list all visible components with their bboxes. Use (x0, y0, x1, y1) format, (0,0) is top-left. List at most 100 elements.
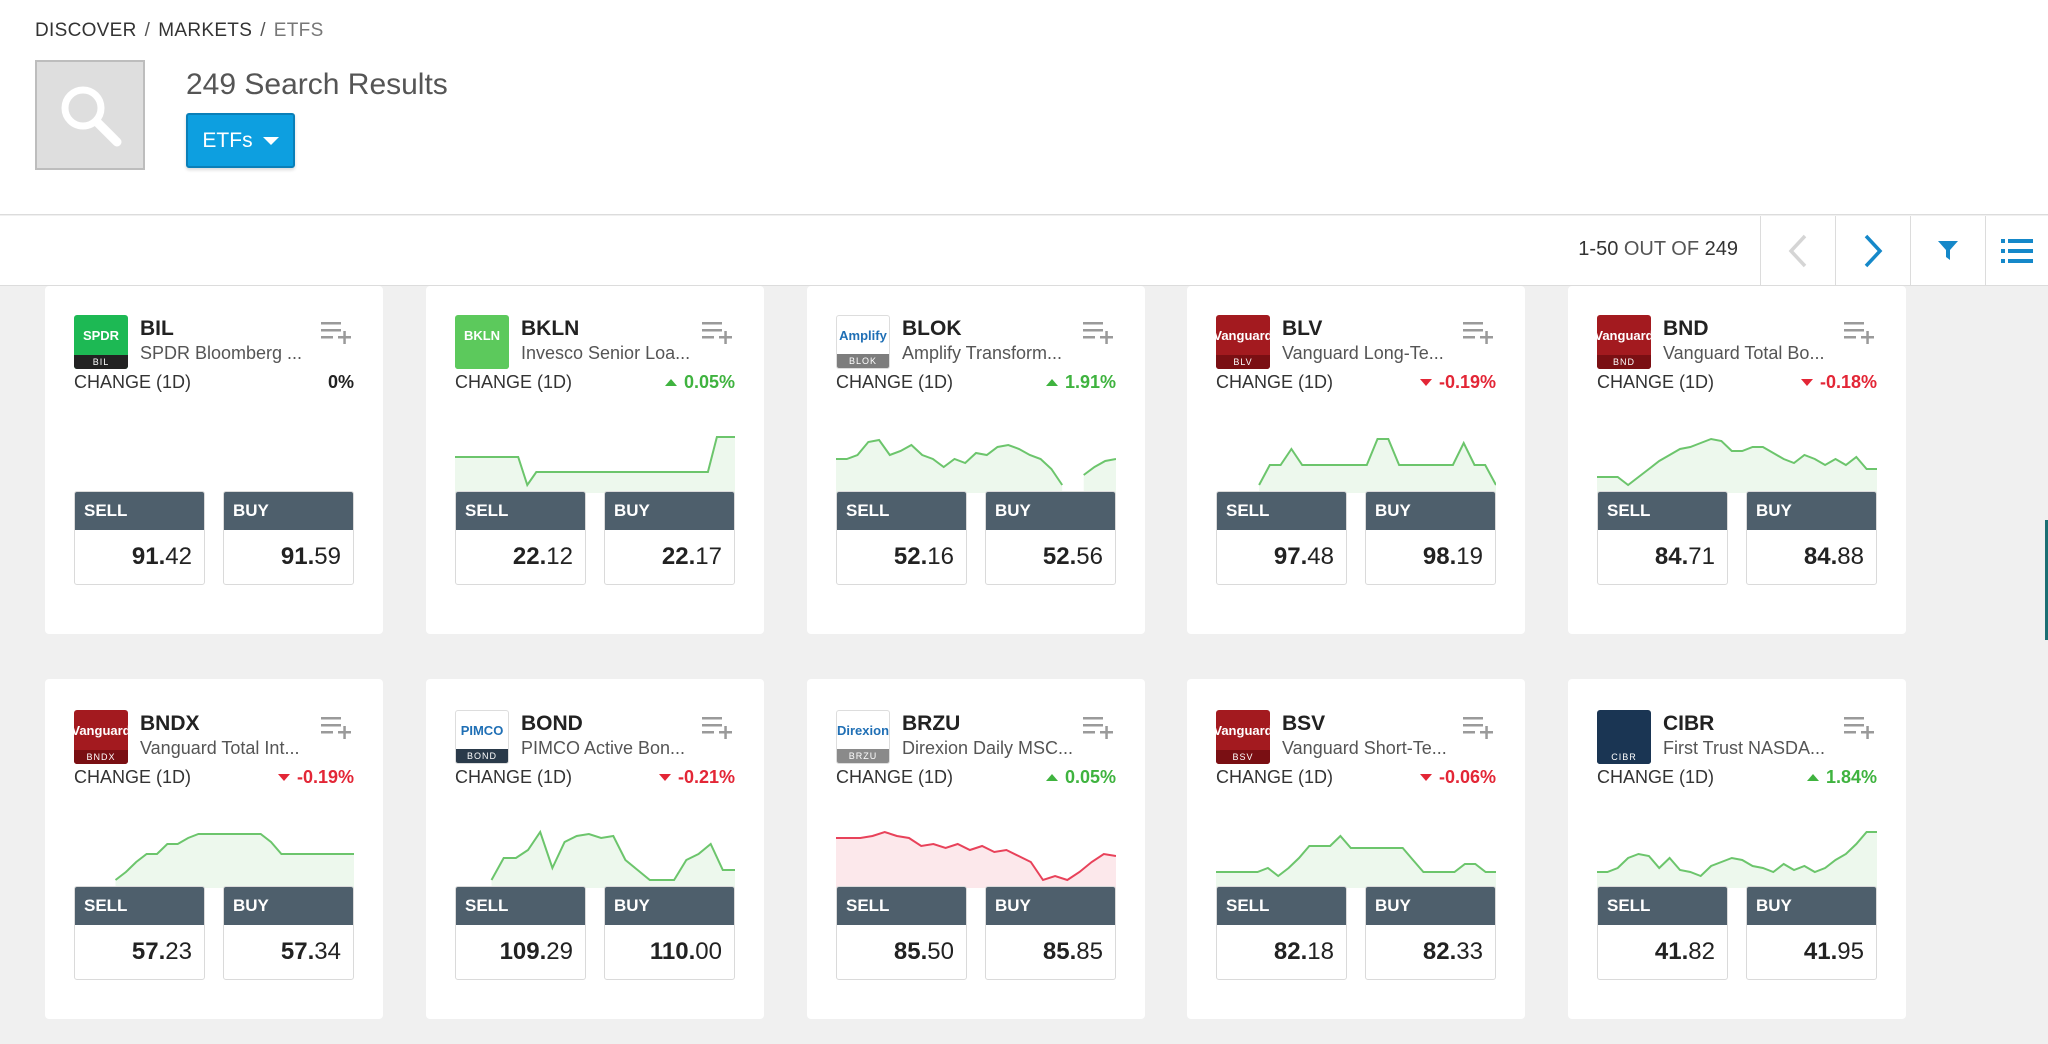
sell-button[interactable]: SELL 22. 12 (455, 491, 586, 585)
etf-ticker[interactable]: BLV (1282, 317, 1323, 340)
etf-card-blok[interactable]: Amplify BLOK BLOK Amplify Transform... C… (807, 286, 1145, 634)
breadcrumb: DISCOVER / MARKETS / ETFS (35, 20, 324, 42)
sparkline-area (115, 834, 354, 888)
etf-card-bond[interactable]: PIMCO BOND BOND PIMCO Active Bon... CHAN… (426, 679, 764, 1019)
etf-ticker[interactable]: CIBR (1663, 712, 1715, 735)
list-view-button[interactable] (1985, 216, 2048, 286)
etf-logo-ticker: BSV (1216, 750, 1270, 764)
buy-button[interactable]: BUY 52. 56 (985, 491, 1116, 585)
arrow-down-icon (658, 774, 671, 781)
change-percent: 0.05% (683, 372, 735, 392)
buy-label: BUY (605, 887, 734, 925)
sell-button[interactable]: SELL 41. 82 (1597, 886, 1728, 980)
buy-button[interactable]: BUY 91. 59 (223, 491, 354, 585)
pagination-total: 249 (1704, 238, 1738, 260)
buy-button[interactable]: BUY 110. 00 (604, 886, 735, 980)
change-label: CHANGE (1D) (1216, 767, 1334, 787)
sell-button[interactable]: SELL 82. 18 (1216, 886, 1347, 980)
change-percent: -0.19% (1438, 372, 1496, 392)
buy-button[interactable]: BUY 84. 88 (1746, 491, 1877, 585)
etf-filter-dropdown[interactable]: ETFs (186, 113, 295, 168)
add-to-watchlist-icon[interactable] (702, 319, 734, 345)
buy-button[interactable]: BUY 85. 85 (985, 886, 1116, 980)
add-to-watchlist-icon[interactable] (1844, 319, 1876, 345)
buy-button[interactable]: BUY 41. 95 (1746, 886, 1877, 980)
sell-button[interactable]: SELL 109. 29 (455, 886, 586, 980)
etf-logo: Vanguard BSV (1216, 710, 1270, 764)
etf-name: Vanguard Total Int... (140, 738, 300, 758)
etf-name: Direxion Daily MSC... (902, 738, 1074, 758)
next-page-button[interactable] (1835, 216, 1910, 286)
etf-card-bndx[interactable]: Vanguard BNDX BNDX Vanguard Total Int...… (45, 679, 383, 1019)
pagination-out-of: OUT OF (1623, 238, 1700, 260)
add-to-watchlist-icon[interactable] (1463, 319, 1495, 345)
etf-logo-ticker: BLOK (837, 354, 889, 368)
etf-logo: Vanguard BLV (1216, 315, 1270, 369)
filter-button[interactable] (1910, 216, 1985, 286)
breadcrumb-markets[interactable]: MARKETS (158, 20, 253, 41)
buy-button[interactable]: BUY 98. 19 (1365, 491, 1496, 585)
add-to-watchlist-icon[interactable] (321, 319, 353, 345)
breadcrumb-discover[interactable]: DISCOVER (35, 20, 137, 41)
prev-page-button[interactable] (1760, 216, 1835, 286)
sell-button[interactable]: SELL 84. 71 (1597, 491, 1728, 585)
add-to-watchlist-icon[interactable] (702, 714, 734, 740)
change-value: 0% (328, 372, 354, 393)
change-percent: 1.84% (1825, 767, 1877, 787)
buy-button[interactable]: BUY 82. 33 (1365, 886, 1496, 980)
etf-card-cibr[interactable]: CIBR CIBR First Trust NASDA... CHANGE (1… (1568, 679, 1906, 1019)
sparkline-area (836, 832, 1116, 888)
sell-label: SELL (456, 492, 585, 530)
sell-button[interactable]: SELL 97. 48 (1216, 491, 1347, 585)
add-to-watchlist-icon[interactable] (1463, 714, 1495, 740)
etf-card-bil[interactable]: SPDR BIL BIL SPDR Bloomberg ... CHANGE (… (45, 286, 383, 634)
etf-ticker[interactable]: BNDX (140, 712, 200, 735)
etf-ticker[interactable]: BLOK (902, 317, 962, 340)
sparkline-line (114, 833, 354, 881)
sell-price: 57. 23 (131, 938, 192, 965)
sell-button[interactable]: SELL 91. 42 (74, 491, 205, 585)
etf-logo: CIBR (1597, 710, 1651, 764)
sparkline-area (1083, 459, 1116, 493)
sparkline-area (455, 437, 735, 493)
pagination-info: 1-50 OUT OF 249 (1578, 238, 1738, 261)
sell-price: 91. 42 (131, 543, 192, 570)
etf-card-bnd[interactable]: Vanguard BND BND Vanguard Total Bo... CH… (1568, 286, 1906, 634)
etf-card-blv[interactable]: Vanguard BLV BLV Vanguard Long-Te... CHA… (1187, 286, 1525, 634)
change-value: 0.05% (664, 372, 735, 393)
sell-button[interactable]: SELL 57. 23 (74, 886, 205, 980)
buy-label: BUY (1366, 887, 1495, 925)
add-to-watchlist-icon[interactable] (321, 714, 353, 740)
sell-price: 52. 16 (893, 543, 954, 570)
sell-label: SELL (1598, 492, 1727, 530)
etf-name: Vanguard Total Bo... (1663, 343, 1825, 363)
etf-ticker[interactable]: BRZU (902, 712, 961, 735)
add-to-watchlist-icon[interactable] (1844, 714, 1876, 740)
sparkline-line (836, 830, 1116, 882)
etf-card-brzu[interactable]: Direxion BRZU BRZU Direxion Daily MSC...… (807, 679, 1145, 1019)
add-to-watchlist-icon[interactable] (1083, 714, 1115, 740)
add-to-watchlist-icon[interactable] (1083, 319, 1115, 345)
etf-ticker[interactable]: BOND (521, 712, 583, 735)
chevron-left-icon (1788, 234, 1807, 268)
change-label: CHANGE (1D) (455, 372, 573, 392)
etf-ticker[interactable]: BKLN (521, 317, 580, 340)
sparkline-line (836, 438, 1064, 486)
change-value: -0.21% (658, 767, 735, 788)
sell-label: SELL (1217, 887, 1346, 925)
etf-ticker[interactable]: BIL (140, 317, 174, 340)
buy-button[interactable]: BUY 57. 34 (223, 886, 354, 980)
scrollbar[interactable] (2045, 520, 2048, 640)
change-label: CHANGE (1D) (455, 767, 573, 787)
buy-price: 98. 19 (1422, 543, 1483, 570)
arrow-up-icon (1045, 379, 1058, 386)
buy-label: BUY (224, 887, 353, 925)
buy-price: 84. 88 (1803, 543, 1864, 570)
etf-card-bsv[interactable]: Vanguard BSV BSV Vanguard Short-Te... CH… (1187, 679, 1525, 1019)
etf-ticker[interactable]: BSV (1282, 712, 1326, 735)
sell-button[interactable]: SELL 52. 16 (836, 491, 967, 585)
sell-button[interactable]: SELL 85. 50 (836, 886, 967, 980)
etf-card-bkln[interactable]: BKLN BKLN Invesco Senior Loa... CHANGE (… (426, 286, 764, 634)
etf-ticker[interactable]: BND (1663, 317, 1709, 340)
buy-button[interactable]: BUY 22. 17 (604, 491, 735, 585)
